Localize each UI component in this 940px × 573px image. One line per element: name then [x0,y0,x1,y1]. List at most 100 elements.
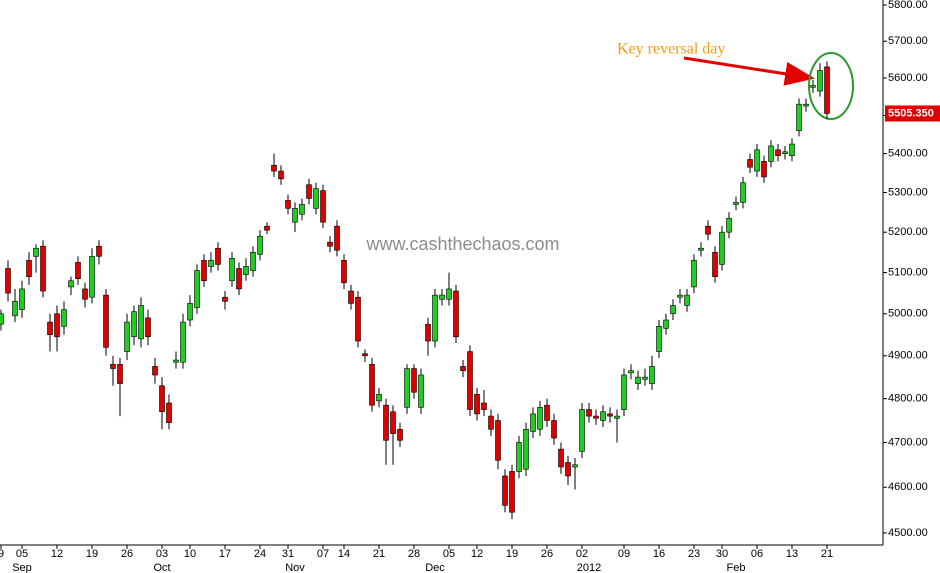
x-tick-label: 31 [282,548,294,560]
candle-body [313,188,319,209]
candle-body [460,366,466,372]
candle-body [656,325,662,352]
candle-body [628,370,634,374]
x-tick-label: 26 [121,548,133,560]
candle-body [544,404,550,421]
candle-body [194,270,200,308]
x-tick-label: 13 [786,548,798,560]
x-tick-label: 9 [0,548,4,560]
candle-body [502,475,508,506]
candle-body [747,159,753,168]
candle-body [369,364,375,406]
candle-body [397,428,403,441]
month-label: Dec [425,562,445,573]
candle-body [327,241,333,247]
candle-body [33,247,39,257]
candle-body [376,394,382,402]
candle-body [334,225,340,251]
last-price-box [885,105,940,122]
candle-body [61,309,67,327]
y-tick-label: 4600.00 [888,481,928,493]
y-tick-label: 5700.00 [888,35,928,47]
candle-body [348,290,354,304]
candle-body [495,420,501,461]
candle-body [488,415,494,430]
x-tick-label: 19 [506,548,518,560]
candle-body [292,208,298,223]
candle-body [418,374,424,408]
candle-body [271,164,277,172]
candle-body [481,402,487,410]
candle-body [684,294,690,306]
candle-body [26,260,32,277]
candle-body [607,413,613,417]
x-tick-label: 21 [821,548,833,560]
candle-body [649,366,655,384]
candle-body [383,404,389,441]
candle-body [712,251,718,277]
candle-body [173,359,179,363]
candle-body [222,296,228,302]
x-tick-label: 05 [443,548,455,560]
candle-body [320,190,326,223]
candle-body [138,305,144,340]
highlight-ellipse [808,52,854,120]
y-tick-label: 4500.00 [888,527,928,539]
candle-body [537,407,543,430]
candle-body [54,313,60,338]
candle-body [670,305,676,315]
y-tick-label: 5800.00 [888,0,928,11]
candle-body [124,321,130,352]
candle-body [789,143,795,156]
last-price-label: 5505.350 [888,107,934,119]
x-tick-label: 26 [541,548,553,560]
x-tick-label: 19 [86,548,98,560]
candle-body [390,411,396,434]
candle-body [425,323,431,342]
candle-body [19,288,25,310]
candle-body [775,149,781,156]
candle-body [474,394,480,415]
candle-body [0,313,4,325]
month-label: Nov [285,562,305,573]
candle-body [145,317,151,338]
candle-body [467,351,473,410]
x-tick-label: 28 [408,548,420,560]
candle-body [187,303,193,321]
y-tick-label: 5200.00 [888,226,928,238]
candle-body [733,202,739,205]
candle-body [824,66,830,114]
candle-body [40,245,46,292]
candle-body [572,464,578,468]
candle-body [551,420,557,439]
annotation: Key reversal day [617,41,725,58]
x-tick-label: 21 [373,548,385,560]
candle-body [509,471,515,513]
y-tick-label: 4900.00 [888,350,928,362]
candle-body [439,294,445,300]
candle-body [782,151,788,154]
candle-body [453,290,459,338]
candle-body [341,260,347,284]
month-label: Sep [12,562,32,573]
candle-body [82,288,88,300]
y-tick-label: 5000.00 [888,308,928,320]
candle-body [68,280,74,288]
candle-body [432,294,438,342]
x-tick-label: 05 [16,548,28,560]
candle-body [285,200,291,209]
candle-body [159,385,165,413]
y-tick-label: 5600.00 [888,72,928,84]
candle-body [103,294,109,348]
candle-body [698,247,704,251]
month-label: Oct [153,562,170,573]
candle-body [635,376,641,384]
candle-body [75,262,81,280]
x-tick-label: 14 [338,548,350,560]
candle-body [530,413,536,432]
candle-body [404,368,410,408]
watermark: www.cashthechaos.com [365,234,559,254]
candle-body [110,364,116,369]
candle-body [558,448,564,468]
candle-body [166,402,172,423]
